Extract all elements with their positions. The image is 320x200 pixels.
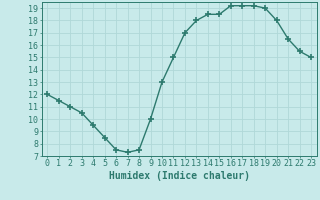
X-axis label: Humidex (Indice chaleur): Humidex (Indice chaleur) <box>109 171 250 181</box>
